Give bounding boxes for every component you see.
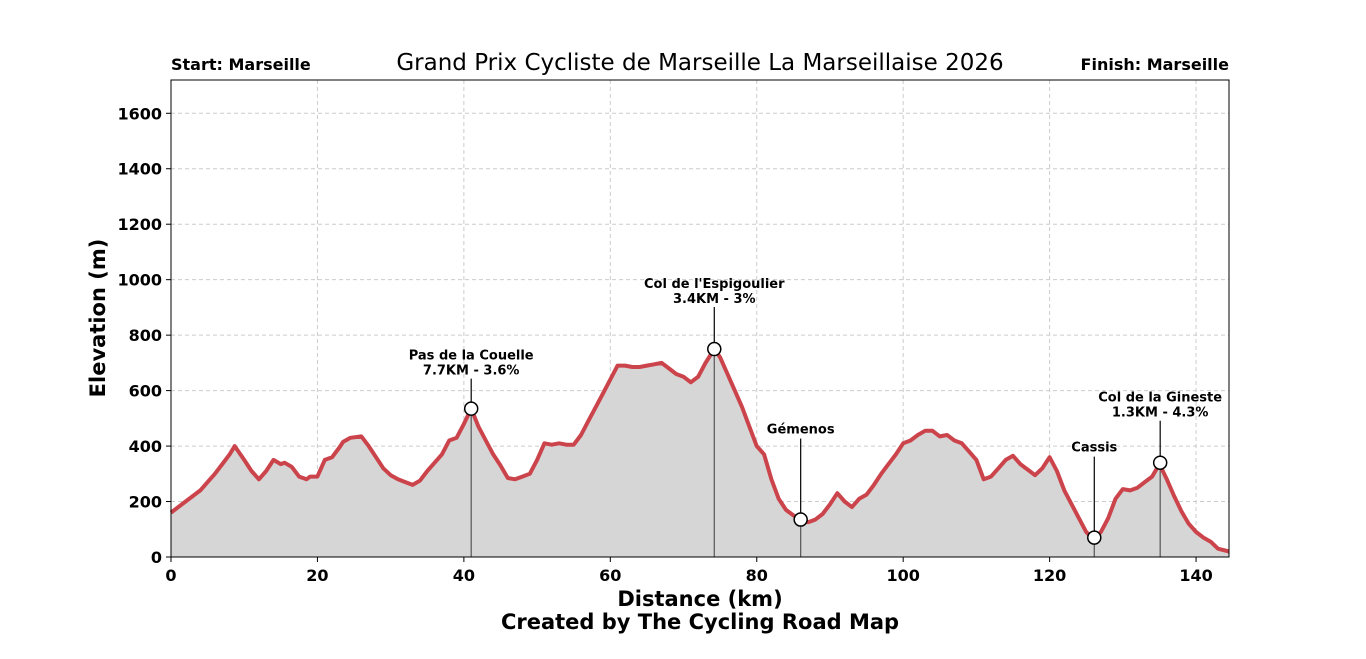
annotation-marker [463, 401, 479, 416]
annotation-name: Gémenos [767, 423, 835, 438]
x-tick-label: 40 [453, 566, 475, 585]
elevation-line [169, 347, 1230, 554]
annotation-detail: 1.3KM - 4.3% [1112, 406, 1209, 421]
y-tick-label: 1200 [117, 215, 162, 234]
y-tick-label: 0 [151, 548, 162, 567]
x-axis-label: Distance (km) [617, 587, 782, 611]
axis-ticks: 0 20 40 60 80 100 120 1400200400600800100012001… [117, 104, 1212, 585]
x-tick-label: 120 [1033, 566, 1066, 585]
annotation-marker [1087, 530, 1102, 545]
x-tick-label: 60 [599, 566, 621, 585]
chart-caption: Created by The Cycling Road Map [501, 610, 899, 634]
annotation-name: Col de l'Espigoulier [644, 277, 785, 292]
x-tick-label: 20 [306, 566, 328, 585]
annotation-name: Col de la Gineste [1098, 391, 1222, 406]
y-tick-label: 1600 [117, 104, 162, 123]
x-tick-label: 0 [165, 566, 176, 585]
annotation-detail: 3.4KM - 3% [673, 292, 756, 307]
y-tick-label: 1000 [117, 271, 162, 290]
y-tick-label: 400 [129, 437, 162, 456]
finish-label: Finish: Marseille [1081, 55, 1230, 74]
x-tick-label: 140 [1179, 566, 1212, 585]
annotation-lines [470, 349, 1161, 557]
annotation-marker [1152, 455, 1168, 470]
annotation-detail: 7.7KM - 3.6% [423, 364, 520, 379]
x-tick-label: 80 [746, 566, 768, 585]
plot-frame [170, 79, 1230, 558]
y-tick-label: 800 [129, 326, 162, 345]
annotation-marker [707, 341, 722, 357]
x-tick-label: 100 [886, 566, 919, 585]
elevation-area-fill [171, 349, 1229, 557]
annotation-marker [793, 512, 808, 527]
chart-title: Grand Prix Cycliste de Marseille La Mars… [396, 50, 1003, 76]
annotation-name: Pas de la Couelle [409, 349, 534, 364]
y-tick-label: 200 [129, 493, 162, 512]
y-tick-label: 1400 [117, 160, 162, 179]
y-tick-label: 600 [129, 382, 162, 401]
annotation-name: Cassis [1071, 441, 1117, 456]
y-axis-label: Elevation (m) [86, 239, 110, 398]
start-label: Start: Marseille [171, 55, 311, 74]
